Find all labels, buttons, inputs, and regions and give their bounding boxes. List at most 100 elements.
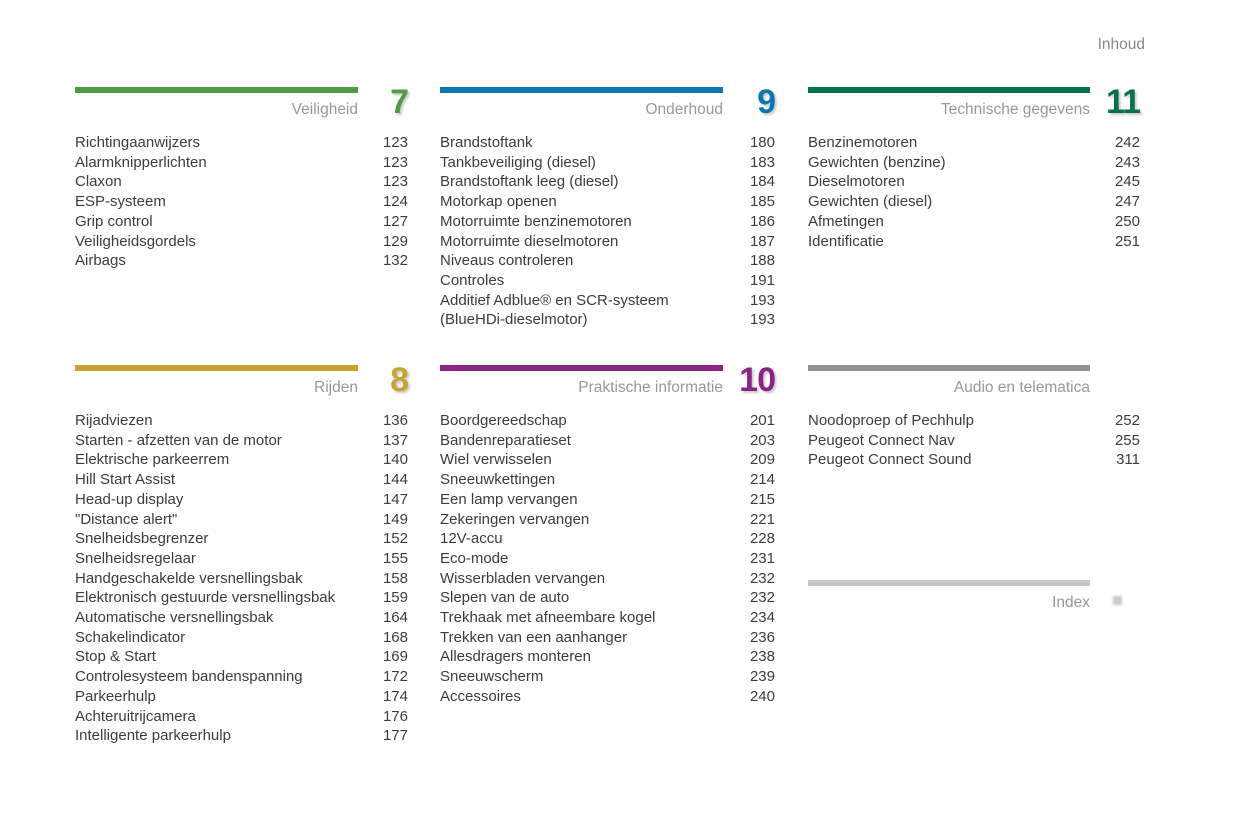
toc-entry: Eco-mode 231 [440, 549, 775, 569]
toc-entry-label: Motorkap openen [440, 193, 557, 211]
toc-entry-label: Bandenreparatieset [440, 431, 571, 449]
toc-entry-label: Achteruitrijcamera [75, 707, 196, 725]
toc-entry: Wisserbladen vervangen 232 [440, 569, 775, 589]
toc-entry-page: 236 [749, 628, 775, 646]
toc-entry: Airbags 132 [75, 251, 408, 271]
toc-entry: Elektronisch gestuurde versnellingsbak 15… [75, 588, 408, 608]
toc-entry-label: Airbags [75, 252, 126, 270]
toc-entry-label: Slepen van de auto [440, 589, 570, 607]
toc-entry-page: 124 [382, 193, 408, 211]
section-title: Index [1052, 594, 1090, 611]
toc-entry: Grip control 127 [75, 212, 408, 232]
toc-entry-label: Starten - afzetten van de motor [75, 431, 282, 449]
toc-section-rijden: Rijden 8 Rijadviezen 136 Starten - afzette… [75, 363, 409, 746]
toc-entry: Brandstoftank 180 [440, 133, 775, 153]
section-color-bar [808, 365, 1090, 371]
section-items: Boordgereedschap 201 Bandenreparatieset 203… [440, 411, 775, 707]
toc-entry: Peugeot Connect Sound 311 [808, 450, 1140, 470]
toc-entry-page: 238 [749, 648, 775, 666]
toc-entry-page: 169 [382, 648, 408, 666]
toc-entry: Benzinemotoren 242 [808, 133, 1140, 153]
toc-entry: Brandstoftank leeg (diesel) 184 [440, 172, 775, 192]
toc-entry-page: 147 [382, 490, 408, 508]
toc-section-onderhoud: Onderhoud 9 Brandstoftank 180 Tankbeveilig… [440, 85, 776, 330]
toc-entry-page: 123 [382, 153, 408, 171]
toc-entry-page: 231 [749, 549, 775, 567]
toc-entry: Controlesysteem bandenspanning 172 [75, 667, 408, 687]
toc-entry: Veiligheidsgordels 129 [75, 232, 408, 252]
section-items: Richtingaanwijzers 123 Alarmknipperlichten… [75, 133, 408, 271]
toc-entry-label: Trekken van een aanhanger [440, 628, 628, 646]
toc-entry-page: 123 [382, 173, 408, 191]
toc-entry-page: 164 [382, 609, 408, 627]
toc-entry-label: Wisserbladen vervangen [440, 569, 606, 587]
toc-entry-label: 12V-accu [440, 530, 503, 548]
toc-entry-label: Wiel verwisselen [440, 451, 552, 469]
toc-entry-label: Stop & Start [75, 648, 156, 666]
toc-entry: Motorruimte dieselmotoren 187 [440, 232, 775, 252]
toc-entry: Boordgereedschap 201 [440, 411, 775, 431]
section-number: 11 [1106, 83, 1141, 121]
toc-entry: Controles 191 [440, 271, 775, 291]
toc-entry-label: Controles [440, 271, 505, 289]
toc-entry: ESP-systeem 124 [75, 192, 408, 212]
toc-entry-label: Richtingaanwijzers [75, 134, 201, 151]
toc-entry: Sneeuwscherm 239 [440, 667, 775, 687]
toc-entry-label: Snelheidsregelaar [75, 549, 196, 567]
toc-entry-label: (BlueHDi-dieselmotor) [440, 311, 588, 329]
toc-entry-label: Sneeuwkettingen [440, 471, 556, 489]
toc-entry-label: Intelligente parkeerhulp [75, 727, 231, 745]
section-number: 10 [739, 361, 776, 399]
toc-entry-page: 228 [749, 530, 775, 548]
toc-entry-page: 155 [382, 549, 408, 567]
toc-entry-label: Schakelindicator [75, 628, 186, 646]
toc-entry: Motorruimte benzinemotoren 186 [440, 212, 775, 232]
toc-entry: Handgeschakelde versnellingsbak 158 [75, 569, 408, 589]
toc-entry-page: 251 [1114, 232, 1140, 250]
toc-entry: Automatische versnellingsbak 164 [75, 608, 408, 628]
section-color-bar [440, 87, 723, 93]
toc-entry-page: 184 [749, 173, 775, 191]
toc-entry-page: 132 [382, 252, 408, 270]
toc-entry-label: Noodoproep of Pechhulp [808, 412, 974, 429]
toc-entry: Accessoires 240 [440, 687, 775, 707]
toc-entry: Afmetingen 250 [808, 212, 1140, 232]
toc-entry: (BlueHDi-dieselmotor) 193 [440, 310, 775, 330]
toc-entry-label: Niveaus controleren [440, 252, 574, 270]
toc-entry-page: 140 [382, 451, 408, 469]
section-title: Onderhoud [645, 101, 723, 118]
section-items: Brandstoftank 180 Tankbeveiliging (diesel)… [440, 133, 775, 330]
toc-entry-label: Peugeot Connect Nav [808, 431, 955, 449]
toc-entry: Noodoproep of Pechhulp 252 [808, 411, 1140, 431]
toc-entry-page: 129 [382, 232, 408, 250]
toc-entry-page: 250 [1114, 212, 1140, 230]
page-title: Inhoud [1097, 36, 1145, 53]
section-title: Technische gegevens [940, 101, 1090, 118]
toc-entry: Identificatie 251 [808, 232, 1140, 252]
section-title: Veiligheid [291, 101, 358, 118]
toc-entry-label: Alarmknipperlichten [75, 153, 207, 171]
toc-entry-page: 311 [1116, 451, 1140, 469]
toc-entry-label: Elektrische parkeerrem [75, 451, 230, 469]
toc-entry-page: 149 [382, 510, 408, 528]
toc-entry: Niveaus controleren 188 [440, 251, 775, 271]
section-title: Audio en telematica [953, 379, 1090, 396]
toc-entry-label: Head-up display [75, 490, 184, 508]
toc-entry-label: Rijadviezen [75, 412, 153, 429]
toc-entry-label: Benzinemotoren [808, 134, 918, 151]
toc-entry-page: 188 [749, 252, 775, 270]
toc-entry-page: 203 [749, 431, 775, 449]
toc-entry: Elektrische parkeerrem 140 [75, 450, 408, 470]
toc-entry: Intelligente parkeerhulp 177 [75, 726, 408, 746]
toc-entry: Schakelindicator 168 [75, 628, 408, 648]
toc-entry-page: 252 [1114, 412, 1140, 429]
toc-entry-label: Dieselmotoren [808, 173, 905, 191]
toc-entry-label: Brandstoftank [440, 134, 533, 151]
section-items: Noodoproep of Pechhulp 252 Peugeot Connect… [808, 411, 1140, 470]
toc-entry-label: Gewichten (benzine) [808, 153, 946, 171]
toc-entry: Gewichten (diesel) 247 [808, 192, 1140, 212]
toc-entry-label: "Distance alert" [75, 510, 178, 528]
toc-entry: Trekhaak met afneembare kogel 234 [440, 608, 775, 628]
toc-entry-page: 176 [382, 707, 408, 725]
toc-entry: Parkeerhulp 174 [75, 687, 408, 707]
